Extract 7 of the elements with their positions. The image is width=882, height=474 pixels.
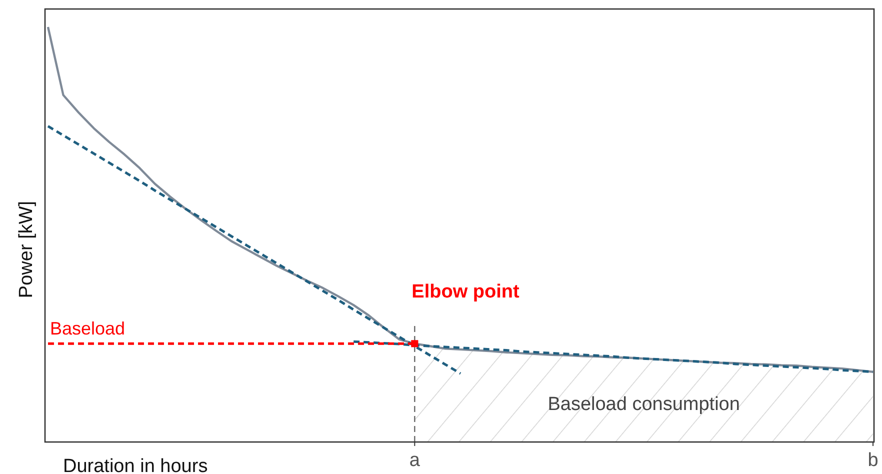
band-label: Baseload consumption (548, 394, 740, 415)
y-axis-title: Power [kW] (16, 200, 37, 298)
annotation: Elbow point (412, 282, 520, 303)
x-tick-label: a (409, 450, 420, 471)
series-label: Baseload (50, 318, 126, 339)
x-axis-title: Duration in hours (63, 456, 208, 474)
x-tick-label: b (868, 450, 878, 471)
